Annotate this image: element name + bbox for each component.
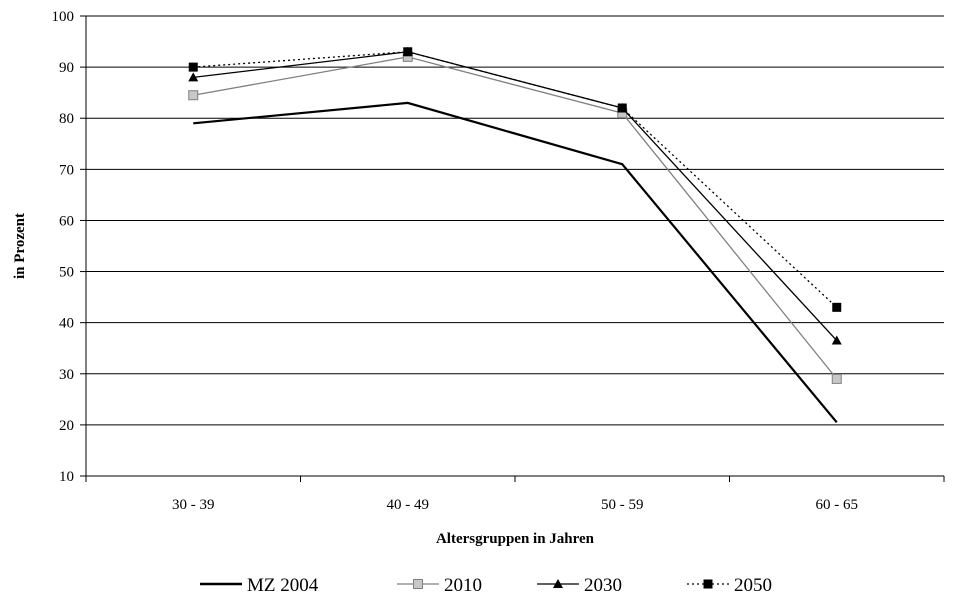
legend-marker [703, 579, 713, 589]
series-line [193, 56, 838, 380]
legend: MZ 2004 2010 2030 2050 [200, 575, 772, 596]
gridlines [86, 15, 944, 426]
axes [80, 15, 945, 482]
legend-marker [553, 579, 563, 588]
data-point [617, 103, 627, 113]
data-point [188, 90, 199, 101]
legend-label: 2010 [444, 575, 482, 596]
data-point [831, 373, 842, 384]
y-tick-label: 70 [59, 162, 74, 178]
series-line [193, 51, 838, 308]
x-tick-label: 30 - 39 [172, 497, 215, 513]
data-point [832, 302, 842, 312]
series-line [193, 101, 838, 424]
y-tick-label: 30 [59, 367, 74, 383]
x-tick-label: 50 - 59 [601, 497, 644, 513]
y-tick-label: 20 [59, 418, 74, 434]
x-tick-label: 40 - 49 [387, 497, 430, 513]
legend-label: 2050 [734, 575, 772, 596]
y-tick-label: 60 [59, 213, 74, 229]
data-point [188, 62, 198, 72]
legend-label: 2030 [584, 575, 622, 596]
y-tick-label: 10 [59, 469, 74, 485]
y-tick-label: 50 [59, 265, 74, 281]
data-point [188, 72, 199, 82]
data-point [403, 47, 413, 57]
legend-marker [413, 579, 423, 589]
data-point [831, 335, 842, 345]
x-tick-label: 60 - 65 [816, 497, 859, 513]
series-lines [188, 46, 842, 424]
y-axis-title: in Prozent [12, 213, 28, 279]
y-tick-label: 40 [59, 316, 74, 332]
y-tick-label: 90 [59, 60, 74, 76]
y-tick-label: 100 [52, 9, 75, 25]
y-tick-label: 80 [59, 111, 74, 127]
legend-label: MZ 2004 [247, 575, 319, 596]
x-axis-title: Altersgruppen in Jahren [436, 531, 595, 547]
axis-labels: Altersgruppen in Jahren in Prozent 10 20 3… [12, 9, 858, 547]
series-line [193, 51, 838, 341]
